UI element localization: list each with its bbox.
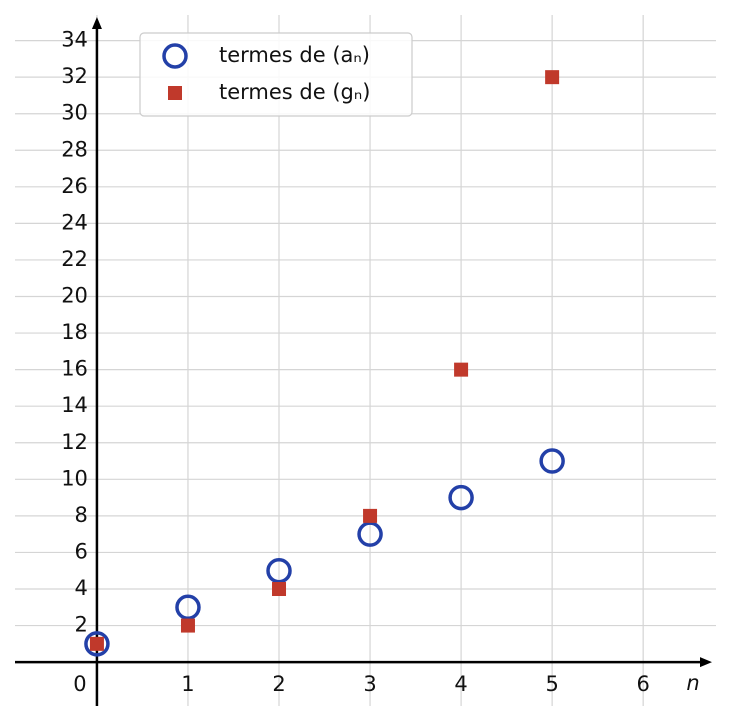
x-axis-label: n [686,671,699,695]
point [357,521,383,547]
point [84,631,110,657]
point [272,582,287,597]
y-tick-label: 14 [61,393,88,417]
y-tick-label: 10 [61,466,88,490]
point [175,594,201,621]
legend-box [139,32,413,117]
y-tick-label: 22 [61,247,88,271]
y-tick-label: 16 [61,357,88,381]
legend-label: termes de (gₙ) [219,80,370,104]
x-tick-label: 5 [545,672,558,696]
y-tick-label: 6 [75,539,88,563]
legend-label: termes de (aₙ) [219,43,370,67]
y-axis-arrow [91,17,102,29]
point [89,636,104,651]
point [539,448,565,474]
point [545,70,560,85]
y-tick-label: 18 [61,320,88,344]
point [363,508,378,523]
y-tick-label: 30 [61,101,88,125]
y-tick-label: 28 [61,137,88,161]
point [180,618,195,633]
x-tick-label: 1 [181,672,194,696]
y-tick-label: 4 [75,576,88,600]
y-tick-label: 26 [61,174,88,198]
x-tick-label: 4 [454,672,467,696]
y-tick-label: 20 [61,284,88,308]
point [266,557,292,584]
y-tick-label: 2 [75,613,88,637]
x-tick-label: 2 [272,672,285,696]
point [454,362,469,377]
point [448,484,474,511]
legend-marker [162,43,188,69]
x-tick-label: 6 [636,672,649,696]
legend-marker [168,86,182,100]
x-tick-label: 3 [363,672,376,696]
legend: termes de (aₙ) termes de (gₙ) [139,32,413,117]
y-tick-label: 32 [61,64,88,88]
x-tick-label: 0 [73,672,86,696]
y-tick-label: 12 [61,430,88,454]
x-axis-arrow [700,657,712,668]
y-tick-label: 34 [61,28,88,52]
y-tick-label: 24 [61,210,88,234]
y-tick-label: 8 [75,503,88,527]
